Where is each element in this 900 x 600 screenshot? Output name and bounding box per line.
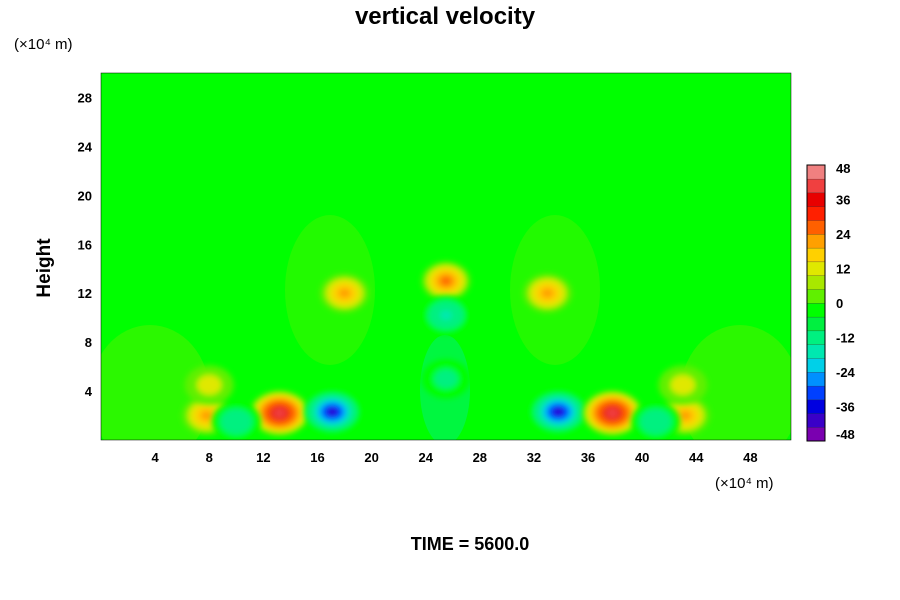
velocity-contour: [433, 369, 459, 389]
x-tick-label: 36: [581, 450, 595, 465]
colorbar-tick-label: 0: [836, 296, 843, 311]
colorbar-cell: [806, 385, 826, 401]
velocity-contour: [609, 410, 616, 416]
x-axis-unit: (×10⁴ m): [715, 475, 774, 492]
colorbar: 48 36 24 12 0 -12 -24 -36 -48: [806, 161, 856, 442]
x-tick-label: 24: [418, 450, 433, 465]
colorbar-cell: [806, 316, 826, 332]
velocity-feature: [320, 273, 369, 313]
x-tick-label: 28: [473, 450, 487, 465]
velocity-feature: [421, 261, 471, 301]
y-tick-label: 8: [85, 335, 92, 350]
velocity-feature: [582, 390, 643, 436]
colorbar-cell: [806, 427, 826, 442]
y-axis-label: Height: [34, 238, 55, 298]
colorbar-cell: [806, 399, 826, 414]
x-axis-ticks: 4 8 12 16 20 24 28 32 36 40 44 48: [152, 450, 758, 465]
colorbar-tick-label: 24: [836, 227, 851, 242]
x-tick-label: 4: [152, 450, 160, 465]
velocity-features: [182, 261, 710, 440]
y-tick-label: 4: [85, 384, 93, 399]
colorbar-cell: [806, 371, 826, 387]
y-axis-ticks: 4 8 12 16 20 24 28: [78, 90, 93, 399]
chart-title: vertical velocity: [355, 3, 536, 30]
colorbar-cell: [806, 358, 826, 373]
y-tick-label: 24: [78, 139, 93, 154]
velocity-feature: [184, 365, 234, 405]
velocity-contour: [647, 415, 664, 429]
velocity-contour: [441, 277, 451, 285]
velocity-feature: [211, 402, 261, 440]
velocity-feature: [249, 390, 310, 436]
velocity-feature: [303, 390, 361, 434]
y-axis-unit: (×10⁴ m): [14, 36, 73, 53]
velocity-contour: [276, 410, 283, 416]
velocity-contour: [228, 415, 245, 429]
colorbar-cell: [806, 413, 826, 428]
colorbar-cell: [806, 247, 826, 263]
colorbar-cell: [806, 344, 826, 359]
colorbar-tick-label: -24: [836, 365, 856, 380]
x-tick-label: 48: [743, 450, 757, 465]
plot-area: [100, 72, 792, 441]
velocity-contour: [555, 409, 562, 415]
velocity-contour: [200, 410, 213, 421]
colorbar-cell: [806, 220, 826, 235]
colorbar-cell: [806, 275, 826, 290]
x-tick-label: 12: [256, 450, 270, 465]
colorbar-cell: [806, 302, 826, 318]
colorbar-tick-label: 48: [836, 161, 850, 176]
colorbar-ticks: 48 36 24 12 0 -12 -24 -36 -48: [836, 161, 856, 442]
colorbar-tick-label: 36: [836, 193, 850, 208]
velocity-contour: [670, 375, 695, 395]
velocity-contour: [197, 375, 222, 395]
time-label: TIME = 5600.0: [411, 534, 530, 554]
x-tick-label: 32: [527, 450, 541, 465]
velocity-contour: [541, 288, 554, 299]
colorbar-cell: [806, 261, 826, 276]
velocity-contour: [439, 310, 453, 321]
colorbar-cell: [806, 206, 826, 221]
velocity-feature: [631, 402, 681, 440]
x-tick-label: 44: [689, 450, 704, 465]
velocity-feature: [421, 295, 471, 335]
plot-frame: [100, 72, 792, 441]
velocity-feature: [529, 390, 587, 434]
velocity-feature: [658, 365, 708, 405]
velocity-feature: [421, 359, 471, 399]
x-tick-label: 8: [206, 450, 213, 465]
colorbar-cells: [806, 164, 826, 442]
colorbar-cell: [806, 233, 826, 249]
colorbar-cell: [806, 178, 826, 194]
y-tick-label: 20: [78, 188, 92, 203]
colorbar-tick-label: -48: [836, 427, 855, 442]
colorbar-frame: [806, 164, 826, 442]
y-tick-label: 16: [78, 237, 92, 252]
colorbar-tick-label: -12: [836, 331, 855, 346]
colorbar-cell: [806, 164, 826, 180]
x-tick-label: 40: [635, 450, 649, 465]
colorbar-cell: [806, 192, 826, 207]
colorbar-tick-label: -36: [836, 400, 855, 415]
x-tick-label: 20: [364, 450, 378, 465]
colorbar-cell: [806, 289, 826, 304]
velocity-contour: [338, 288, 351, 299]
y-tick-label: 12: [78, 286, 92, 301]
x-tick-label: 16: [310, 450, 324, 465]
velocity-contour: [329, 409, 336, 415]
velocity-contour: [679, 410, 692, 421]
velocity-feature: [523, 273, 572, 313]
colorbar-tick-label: 12: [836, 262, 850, 277]
y-tick-label: 28: [78, 90, 92, 105]
colorbar-cell: [806, 330, 826, 345]
